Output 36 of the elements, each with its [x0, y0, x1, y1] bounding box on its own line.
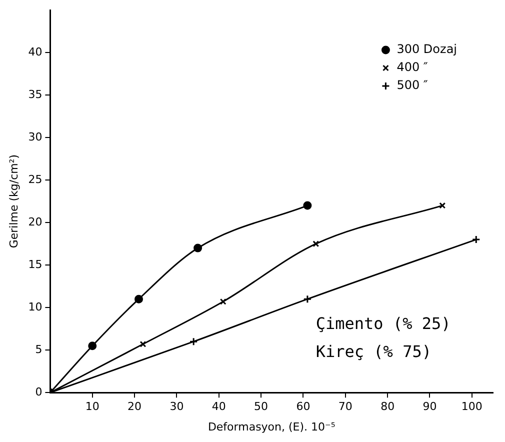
y-tick-label: 30	[28, 130, 42, 144]
x-axis-title: Deformasyon, (E). 10⁻⁵	[208, 420, 336, 434]
point	[439, 202, 446, 209]
point	[312, 240, 320, 248]
x-tick-label: 40	[212, 400, 226, 414]
point	[189, 337, 198, 346]
x-tick-label: 80	[380, 400, 395, 414]
point	[134, 294, 144, 304]
x-tick-label: 50	[254, 400, 268, 414]
legend-label: 500 ″	[396, 78, 428, 92]
y-tick-label: 35	[28, 88, 42, 101]
y-tick-label: 10	[28, 300, 42, 314]
y-tick-label: 40	[28, 45, 42, 58]
annotation: Çimento (% 25)	[316, 314, 451, 333]
y-tick-label: 25	[28, 172, 42, 186]
point	[194, 244, 202, 252]
x-tick-label: 70	[338, 400, 352, 414]
y-tick-label: 15	[28, 258, 42, 271]
x-tick-label: 20	[128, 400, 142, 414]
y-tick-label: 0	[35, 385, 42, 398]
legend-label: 300 Dozaj	[396, 42, 458, 56]
point	[220, 298, 226, 305]
y-axis-title: Gerilme (kg/cm²)	[7, 154, 20, 248]
x-tick-label: 30	[170, 400, 184, 414]
point	[303, 294, 312, 304]
legend-label: 400 ″	[396, 60, 428, 74]
y-tick-label: 20	[28, 215, 42, 228]
point	[88, 342, 97, 350]
point	[303, 201, 312, 210]
x-tick-label: 90	[422, 400, 437, 414]
x-tick-label: 100	[461, 400, 482, 414]
point	[140, 340, 146, 348]
x-tick-label: 10	[85, 400, 100, 414]
annotation: Kireç (% 75)	[316, 342, 432, 361]
y-tick-label: 5	[35, 342, 42, 356]
x-tick-label: 60	[296, 400, 310, 414]
